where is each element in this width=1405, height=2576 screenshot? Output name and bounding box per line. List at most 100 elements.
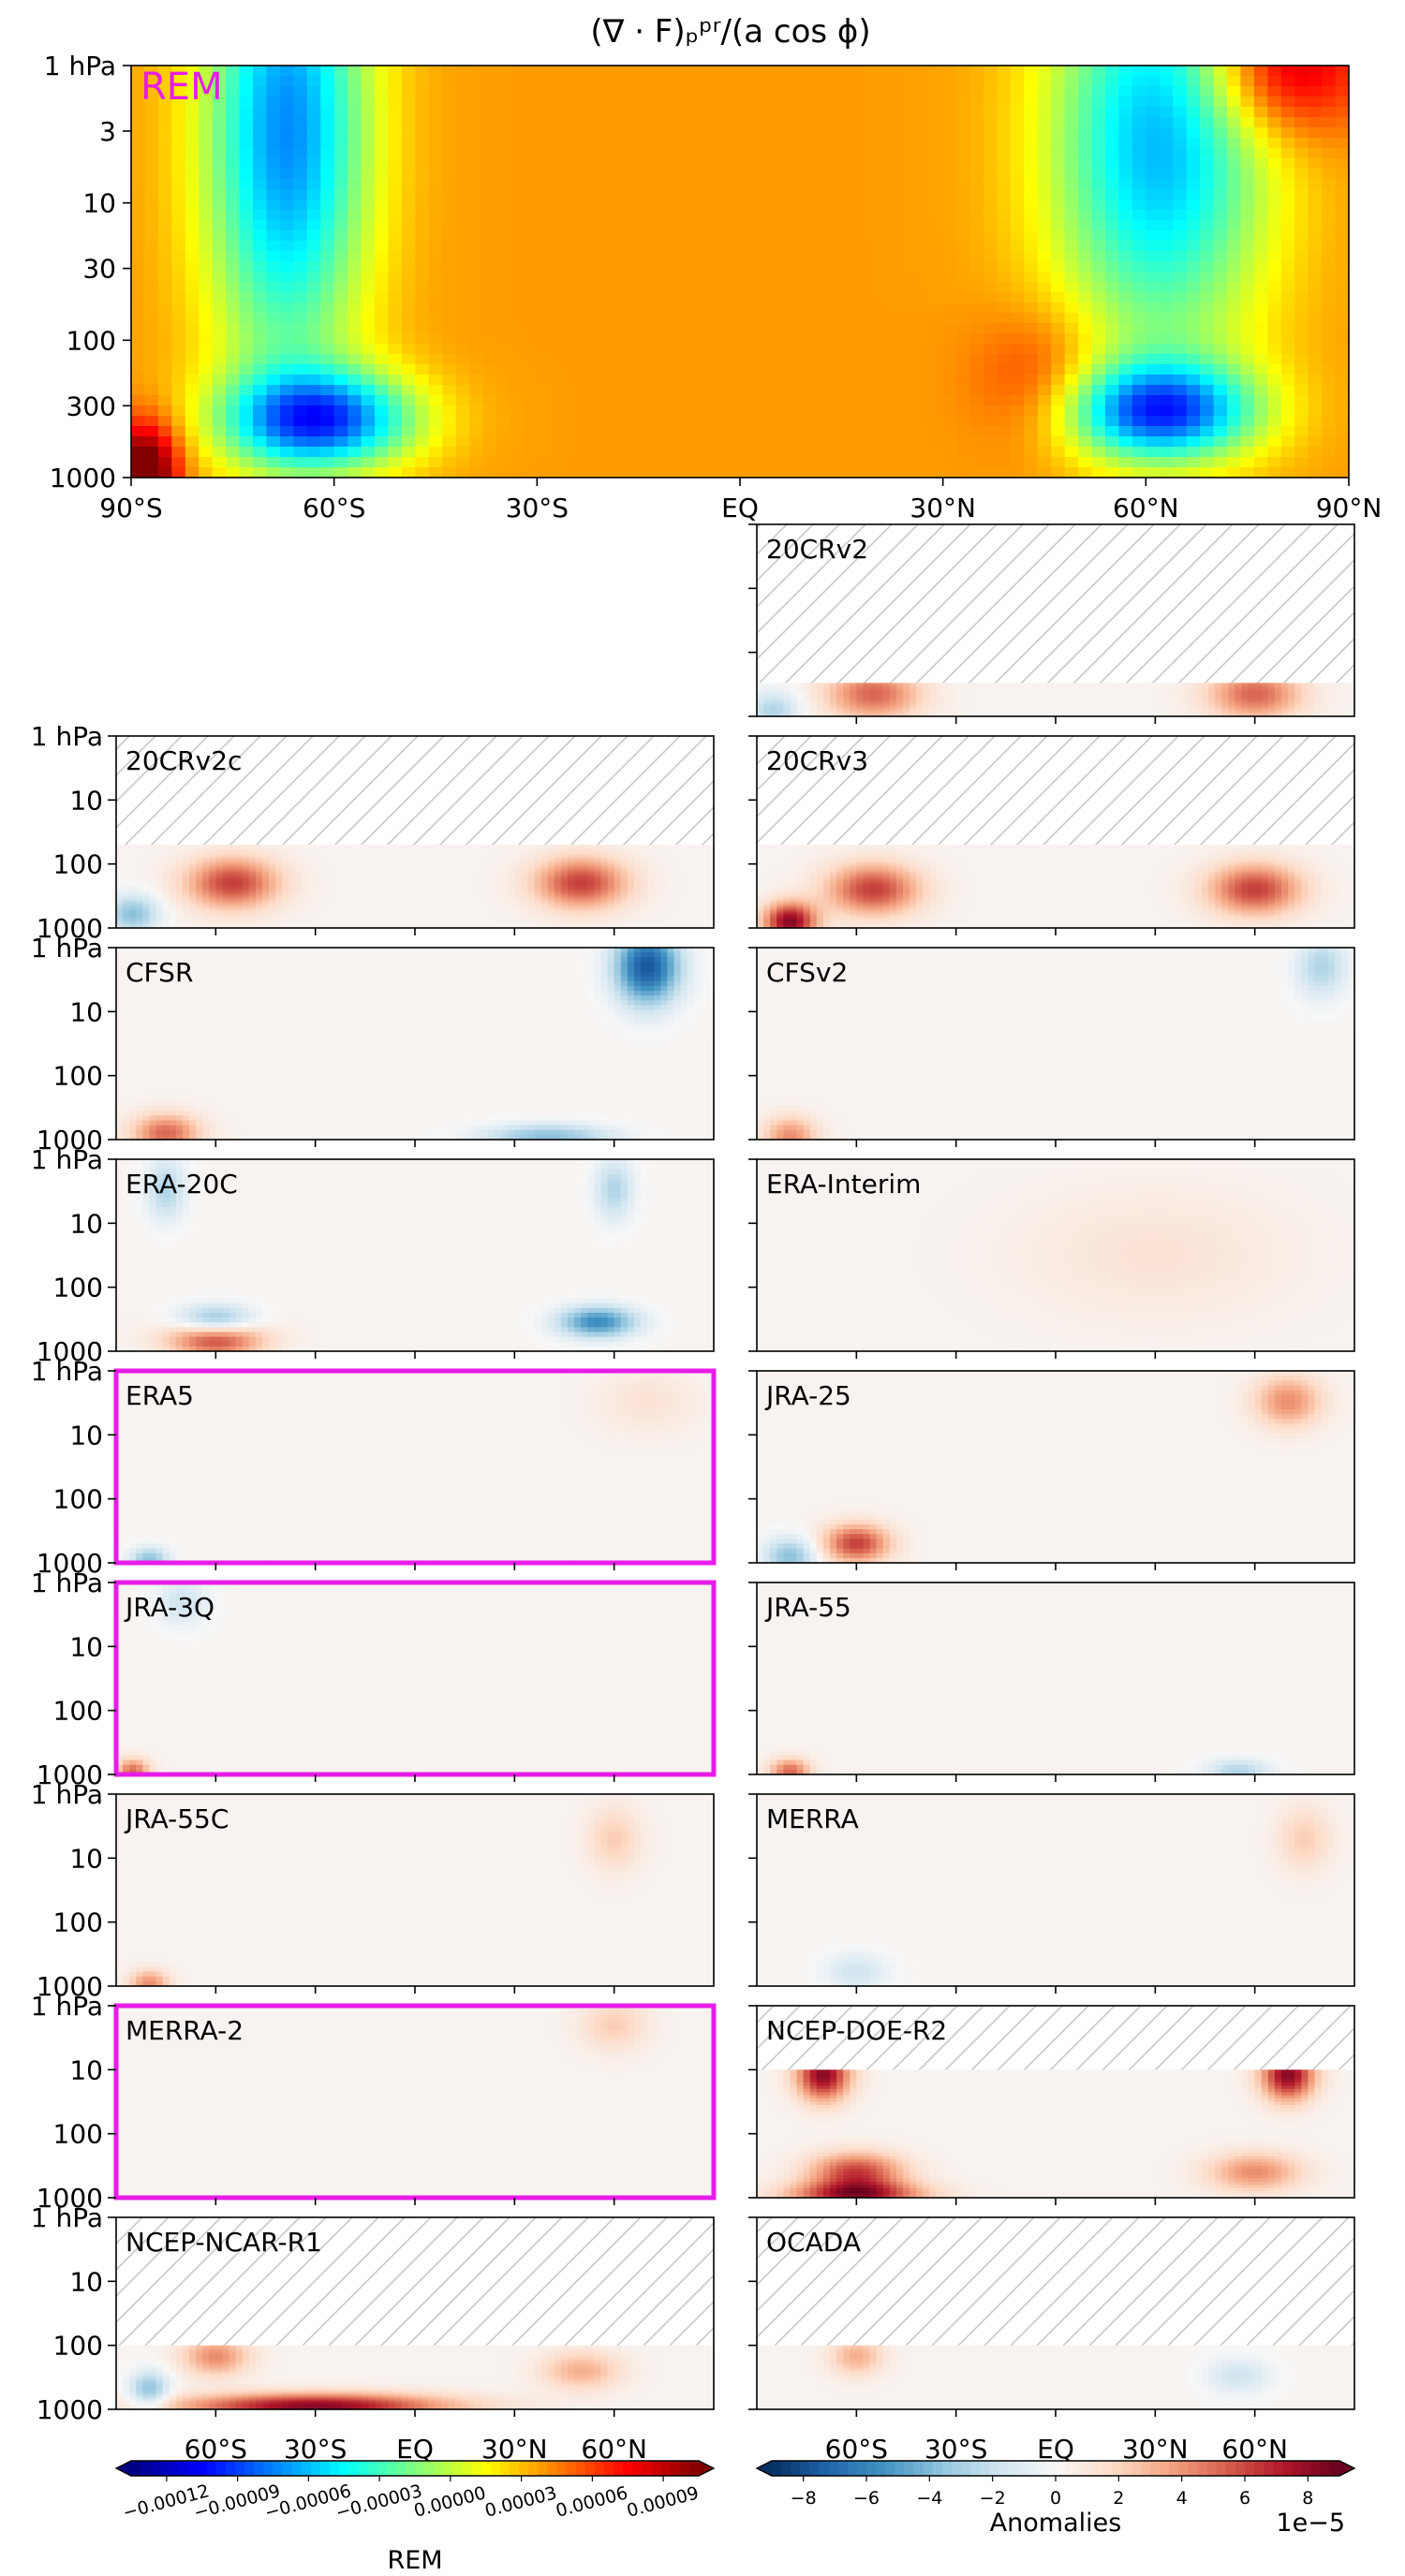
x-tick-label: 30°N <box>910 493 976 523</box>
field-cells <box>757 2069 1355 2198</box>
y-tick-label: 1 hPa <box>31 1144 103 1175</box>
x-tick-label: EQ <box>396 2434 434 2465</box>
y-tick-label: 30 <box>82 254 116 285</box>
y-tick-label: 1000 <box>37 2394 103 2425</box>
y-tick-label: 1 hPa <box>31 721 103 752</box>
panel-label: MERRA-2 <box>126 2015 244 2046</box>
y-tick-label: 100 <box>67 325 116 356</box>
x-tick-label: 60°N <box>1113 493 1179 523</box>
y-tick-label: 1 hPa <box>31 1991 103 2022</box>
panel-label: JRA-25 <box>764 1380 851 1411</box>
field-cells <box>757 845 1355 929</box>
field-cells <box>116 948 715 1141</box>
colorbar-extend-high <box>1339 2461 1354 2476</box>
figure-canvas: (∇ · F)ₚᵖʳ/(a cos ϕ) REM1 hPa31030100300… <box>0 0 1405 2576</box>
y-tick-label: 300 <box>67 390 116 421</box>
y-tick-label: 10 <box>82 188 116 219</box>
y-tick-label: 1 hPa <box>31 2202 103 2233</box>
field-cells <box>131 66 1350 478</box>
field-cells <box>757 683 1355 716</box>
panel-20crv2: 20CRv2 <box>748 524 1355 724</box>
x-tick-label: 30°S <box>284 2434 347 2465</box>
x-tick-label: 60°S <box>185 2434 247 2465</box>
panel-label: ERA5 <box>126 1380 194 1411</box>
panel-label: OCADA <box>766 2227 861 2258</box>
x-tick-label: 30°N <box>481 2434 548 2465</box>
panel-label: JRA-55C <box>124 1803 229 1834</box>
x-tick-label: 60°S <box>303 493 365 523</box>
panel-label: MERRA <box>766 1803 859 1834</box>
colorbar-tick-label: 4 <box>1176 2488 1188 2509</box>
panel-label: JRA-3Q <box>124 1592 214 1623</box>
colorbar-tick-label: 0.00003 <box>482 2482 559 2522</box>
y-tick-label: 100 <box>53 1273 103 1303</box>
x-tick-label: 60°N <box>1221 2434 1288 2465</box>
colorbar-tick-label: 6 <box>1239 2488 1250 2509</box>
colorbar-tick-label: 8 <box>1302 2488 1313 2509</box>
y-tick-label: 1 hPa <box>31 933 103 964</box>
y-tick-label: 100 <box>53 1484 103 1515</box>
panel-20crv3: 20CRv3 <box>748 736 1355 935</box>
panel-label: 20CRv3 <box>766 745 868 776</box>
colorbars: −0.00012−0.00009−0.00006−0.000030.000000… <box>116 2461 1354 2575</box>
colorbar-extend-low <box>116 2461 131 2476</box>
colorbar-rem: −0.00012−0.00009−0.00006−0.000030.000000… <box>116 2461 714 2575</box>
figure-title: (∇ · F)ₚᵖʳ/(a cos ϕ) <box>590 13 870 51</box>
y-tick-label: 100 <box>53 1907 103 1938</box>
y-tick-label: 100 <box>53 2331 103 2362</box>
panel-label: NCEP-DOE-R2 <box>766 2015 947 2046</box>
y-tick-label: 10 <box>69 1843 103 1874</box>
panel-label: CFSv2 <box>766 957 848 988</box>
y-tick-label: 1 hPa <box>31 1568 103 1598</box>
x-tick-label: 60°S <box>825 2434 888 2465</box>
colorbar-tick-label: −6 <box>853 2488 880 2509</box>
y-tick-label: 10 <box>69 1208 103 1239</box>
field-cells <box>116 845 715 929</box>
y-tick-label: 1 hPa <box>31 1356 103 1387</box>
x-tick-label: 60°N <box>581 2434 647 2465</box>
colorbar-tick-label: 0.00000 <box>412 2482 489 2522</box>
panel-jra-25: JRA-25 <box>748 1371 1355 1570</box>
colorbar-tick-label: −2 <box>980 2488 1006 2509</box>
y-tick-label: 10 <box>69 1631 103 1662</box>
y-tick-label: 10 <box>69 2266 103 2297</box>
field-cells <box>757 2346 1355 2410</box>
x-tick-label: 90°S <box>99 493 162 523</box>
y-tick-label: 10 <box>69 2054 103 2085</box>
colorbar-tick-label: 0 <box>1050 2488 1061 2509</box>
x-tick-label: 30°N <box>1122 2434 1189 2465</box>
colorbar-extend-low <box>757 2461 772 2476</box>
panel-label: ERA-20C <box>126 1169 238 1200</box>
panel-merra: MERRA <box>748 1794 1355 1994</box>
panel-label: CFSR <box>126 957 193 988</box>
colorbar-anomalies-label: Anomalies <box>990 2509 1122 2538</box>
y-tick-label: 10 <box>69 996 103 1027</box>
y-tick-label: 100 <box>53 1061 103 1092</box>
y-tick-label: 1 hPa <box>44 51 116 81</box>
colorbar-tick-label: −4 <box>916 2488 942 2509</box>
y-tick-label: 100 <box>53 849 103 880</box>
y-tick-label: 1000 <box>50 463 116 493</box>
y-tick-label: 100 <box>53 2119 103 2150</box>
panel-label: 20CRv2c <box>126 745 242 776</box>
panel-ncep-doe-r2: NCEP-DOE-R2 <box>748 2006 1355 2205</box>
panel-label: 20CRv2 <box>766 534 868 565</box>
colorbar-scale-label: 1e−5 <box>1276 2509 1345 2538</box>
y-tick-label: 1 hPa <box>31 1779 103 1810</box>
y-tick-label: 3 <box>99 116 116 147</box>
panel-jra-55: JRA-55 <box>748 1582 1355 1782</box>
panel-era-interim: ERA-Interim <box>748 1159 1355 1359</box>
y-tick-label: 10 <box>69 785 103 816</box>
y-tick-label: 100 <box>53 1696 103 1727</box>
field-cells <box>116 2346 715 2410</box>
